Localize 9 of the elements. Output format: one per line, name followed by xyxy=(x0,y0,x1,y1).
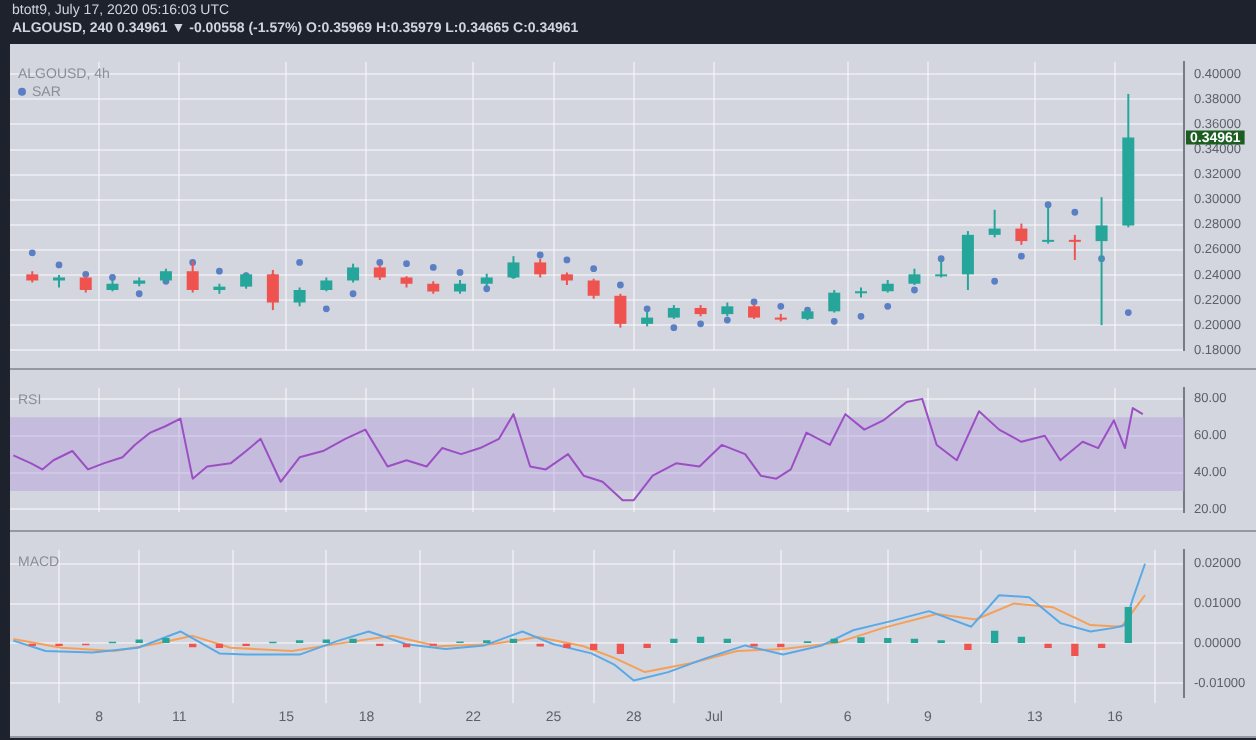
candlestick xyxy=(614,292,627,329)
candlestick xyxy=(293,286,306,308)
candlestick xyxy=(587,277,600,300)
candlestick xyxy=(1068,233,1081,261)
candlestick xyxy=(828,289,841,314)
candlestick xyxy=(347,262,360,284)
candlestick xyxy=(961,230,974,292)
candlestick xyxy=(988,208,1001,239)
candlestick xyxy=(1015,222,1028,246)
